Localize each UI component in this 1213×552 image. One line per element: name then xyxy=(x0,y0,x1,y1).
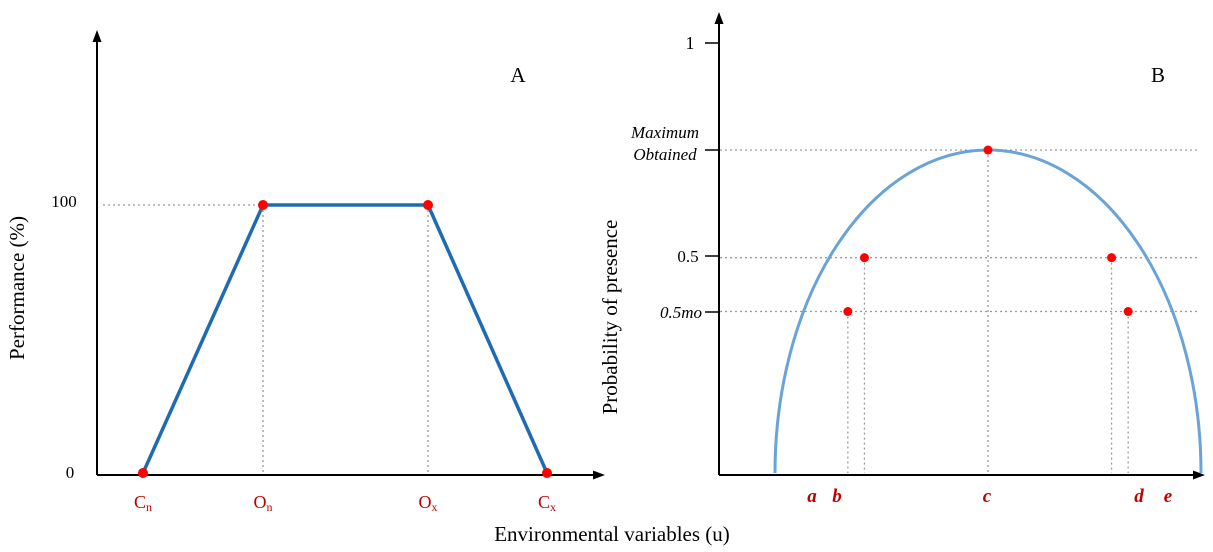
panel-b-guides xyxy=(720,149,1198,473)
panel-a-y-axis-arrow xyxy=(92,30,102,42)
panel-b-point xyxy=(1123,307,1133,316)
shared-xlabel: Environmental variables (u) xyxy=(494,522,730,546)
panel-a-ylabel: Performance (%) xyxy=(5,216,29,360)
panel-a-guides xyxy=(103,204,429,473)
panel-a-point xyxy=(138,468,148,478)
panel-a-xtick-ox: Ox xyxy=(419,492,438,514)
panel-b-y-axis-arrow xyxy=(714,12,724,24)
panel-b-label: B xyxy=(1151,63,1165,87)
panel-a-xtick-on: On xyxy=(254,492,273,514)
panel-a-ytick-100: 100 xyxy=(51,192,77,211)
panel-b-ytick-max-obtained: Maximum Obtained xyxy=(630,123,699,164)
panel-b-ylabel: Probability of presence xyxy=(598,220,622,415)
panel-b-xtick-b: b xyxy=(832,486,842,507)
panel-b-xtick-c: c xyxy=(983,486,992,507)
panel-a-point xyxy=(542,468,552,478)
panel-b-ytick-1: 1 xyxy=(686,33,695,53)
panel-b-chart: 1 Maximum Obtained 0.5 0.5mo a b c d e Pr… xyxy=(598,12,1205,507)
panel-a-point xyxy=(423,200,433,210)
panel-a-performance-line xyxy=(141,203,549,474)
panel-a-xtick-cn: Cn xyxy=(134,492,152,514)
panel-b-xtick-a: a xyxy=(807,486,817,507)
panel-a-label: A xyxy=(510,63,526,87)
panel-b-point xyxy=(843,307,853,316)
panel-a-point xyxy=(258,200,268,210)
panel-b-x-axis-arrow xyxy=(1193,470,1205,480)
panel-a-x-axis-arrow xyxy=(593,470,605,480)
panel-a-chart: 0 100 Cn On Ox Cx Performance (%) A xyxy=(5,30,605,514)
panel-b-ytick-05: 0.5 xyxy=(677,247,698,266)
panel-b-ytick-05mo: 0.5mo xyxy=(660,303,702,322)
panel-a-xtick-cx: Cx xyxy=(538,492,556,514)
panel-b-point xyxy=(1107,253,1117,263)
panel-a-ytick-0: 0 xyxy=(66,463,75,482)
panel-a-points xyxy=(138,200,552,478)
panel-b-point xyxy=(859,253,869,263)
panel-b-xtick-e: e xyxy=(1164,486,1173,507)
panel-b-point xyxy=(983,145,993,155)
panel-b-xtick-d: d xyxy=(1134,486,1144,507)
panel-b-points xyxy=(843,145,1133,316)
